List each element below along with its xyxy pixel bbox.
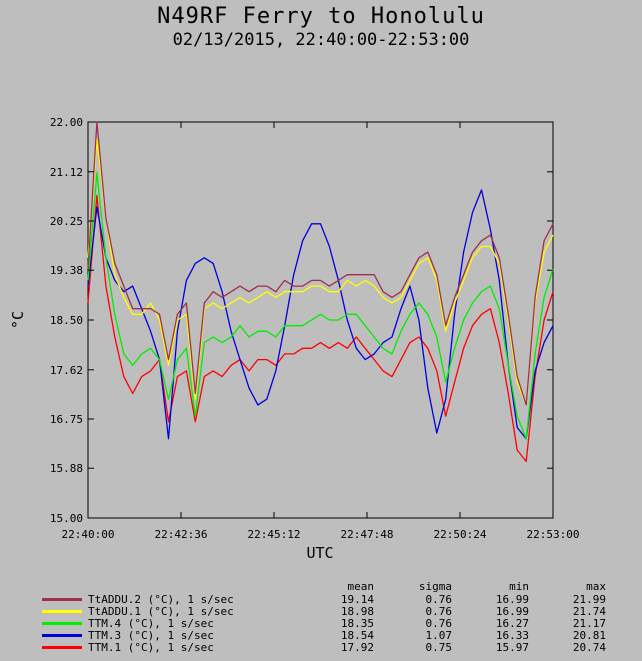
plot-area: [87, 121, 554, 519]
y-tick-label: 17.62: [50, 364, 83, 377]
legend-max-value: 21.99: [572, 593, 606, 606]
series-line-0: [87, 121, 554, 406]
legend-mean-value: 18.35: [340, 617, 374, 630]
legend-swatch: [42, 646, 82, 649]
legend-series-name: TTM.3 (°C), 1 s/sec: [88, 629, 214, 642]
series-line-4: [87, 194, 554, 463]
legend-row: TTM.4 (°C), 1 s/sec 18.35 0.76 16.27 21.17: [0, 617, 642, 630]
series-layer: [87, 121, 554, 463]
y-tick-label: 18.50: [50, 314, 83, 327]
legend-max-value: 20.81: [572, 629, 606, 642]
y-axis: 15.00 15.88 16.75 17.62 18.50 19.38 20.25 21.12…: [50, 116, 553, 525]
x-axis: 22:40:00 22:42:36 22:45:12 22:47:48 22:50:24…: [62, 122, 580, 541]
y-tick-label: 19.38: [50, 264, 83, 277]
legend-mean-value: 18.54: [340, 629, 374, 642]
legend-min-value: 16.99: [495, 605, 529, 618]
series-line-2: [87, 172, 554, 440]
y-tick-label: 15.00: [50, 512, 83, 525]
y-tick-label: 15.88: [50, 462, 83, 475]
legend-max-value: 20.74: [572, 641, 606, 654]
x-tick-label: 22:53:00: [527, 528, 580, 541]
legend-max-value: 21.74: [572, 605, 606, 618]
legend-row: TTM.3 (°C), 1 s/sec 18.54 1.07 16.33 20.81: [0, 629, 642, 642]
x-axis-title: UTC: [306, 544, 333, 562]
legend-sigma-value: 0.76: [425, 617, 453, 630]
legend-mean-value: 17.92: [340, 641, 374, 654]
legend-min-value: 16.27: [495, 617, 529, 630]
legend-row: TTM.1 (°C), 1 s/sec 17.92 0.75 15.97 20.74: [0, 641, 642, 654]
x-tick-label: 22:42:36: [155, 528, 208, 541]
y-tick-label: 16.75: [50, 413, 83, 426]
legend-series-name: TtADDU.1 (°C), 1 s/sec: [88, 605, 234, 618]
legend-swatch: [42, 598, 82, 601]
series-line-1: [87, 138, 554, 406]
legend-row: TtADDU.1 (°C), 1 s/sec 18.98 0.76 16.99 21.7…: [0, 605, 642, 618]
legend-swatch: [42, 610, 82, 613]
series-line-3: [87, 189, 554, 440]
legend-sigma-value: 0.76: [425, 593, 453, 606]
x-tick-label: 22:40:00: [62, 528, 115, 541]
legend-min-value: 15.97: [495, 641, 529, 654]
line-chart: 15.00 15.88 16.75 17.62 18.50 19.38 20.25 21.12…: [9, 116, 580, 562]
y-tick-label: 22.00: [50, 116, 83, 129]
x-tick-label: 22:47:48: [341, 528, 394, 541]
legend-swatch: [42, 634, 82, 637]
legend-series-name: TTM.4 (°C), 1 s/sec: [88, 617, 214, 630]
chart-subtitle: 02/13/2015, 22:40:00-22:53:00: [172, 30, 470, 50]
legend-row: TtADDU.2 (°C), 1 s/sec 19.14 0.76 16.99 21.9…: [0, 593, 642, 606]
x-tick-label: 22:45:12: [248, 528, 301, 541]
legend-header-mean: mean: [347, 580, 375, 593]
legend-mean-value: 19.14: [340, 593, 374, 606]
legend-swatch: [42, 622, 82, 625]
legend-mean-value: 18.98: [340, 605, 374, 618]
legend-series-name: TTM.1 (°C), 1 s/sec: [88, 641, 214, 654]
legend-sigma-value: 0.75: [425, 641, 453, 654]
legend-min-value: 16.99: [495, 593, 529, 606]
y-tick-label: 20.25: [50, 215, 83, 228]
legend-max-value: 21.17: [572, 617, 606, 630]
y-tick-label: 21.12: [50, 166, 83, 179]
legend-min-value: 16.33: [495, 629, 529, 642]
legend-header-sigma: sigma: [418, 580, 452, 593]
legend-sigma-value: 0.76: [425, 605, 453, 618]
legend-sigma-value: 1.07: [425, 629, 453, 642]
chart-title: N49RF Ferry to Honolulu: [157, 4, 485, 29]
y-axis-title: °C: [9, 311, 27, 329]
legend-series-name: TtADDU.2 (°C), 1 s/sec: [88, 593, 234, 606]
legend-header-min: min: [509, 580, 529, 593]
x-tick-label: 22:50:24: [434, 528, 487, 541]
legend-header-max: max: [586, 580, 606, 593]
